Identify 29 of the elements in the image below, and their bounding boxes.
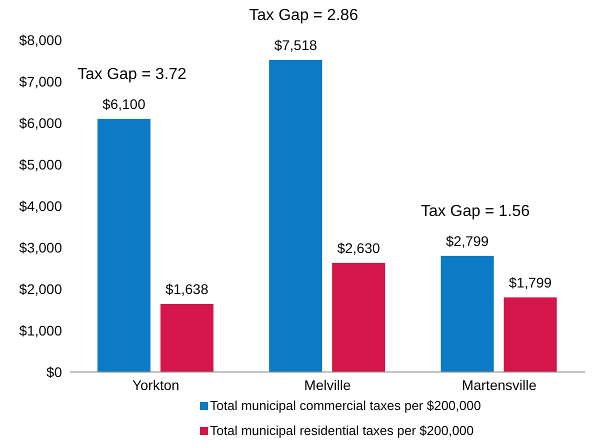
legend-label: Total municipal residential taxes per $200,000: [210, 423, 474, 438]
y-tick-label: $2,000: [19, 280, 62, 297]
bar: [440, 256, 494, 372]
y-tick-label: $0: [46, 364, 62, 380]
y-tick-label: $6,000: [19, 114, 62, 131]
bar: [160, 304, 214, 372]
data-label: $1,638: [166, 281, 209, 298]
data-label: $2,799: [446, 232, 489, 249]
bar: [269, 60, 322, 372]
y-tick-label: $8,000: [19, 32, 62, 48]
data-label: $6,100: [102, 96, 146, 112]
x-tick-label: Melville: [304, 376, 352, 393]
data-label: $7,518: [274, 37, 318, 54]
annotation: Tax Gap = 1.56: [420, 202, 530, 220]
x-tick-label: Yorkton: [132, 376, 180, 393]
y-tick-label: $1,000: [19, 322, 62, 338]
bar: [97, 118, 150, 372]
bar: [504, 297, 557, 372]
data-label: $1,799: [508, 274, 552, 290]
y-tick-label: $3,000: [19, 239, 62, 256]
y-tick-label: $5,000: [19, 156, 62, 172]
text: Tax Gap = 2.86: [249, 7, 358, 24]
y-tick-label: $7,000: [19, 73, 62, 90]
annotation: Tax Gap = 3.72: [77, 66, 187, 83]
y-tick-label: $4,000: [19, 198, 62, 214]
legend-label: Total municipal commercial taxes per $200,000: [210, 398, 481, 413]
bar: [332, 262, 386, 372]
data-label: $2,630: [337, 240, 380, 256]
x-tick-label: Martensville: [462, 376, 537, 393]
